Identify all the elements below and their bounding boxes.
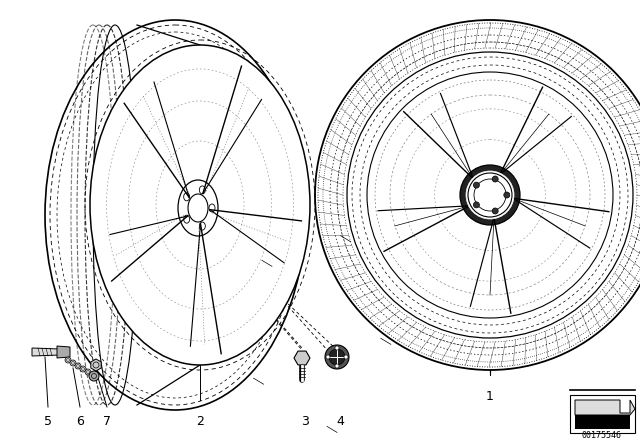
Text: 4: 4 bbox=[336, 415, 344, 428]
Circle shape bbox=[325, 345, 349, 369]
Circle shape bbox=[474, 182, 479, 188]
Text: 5: 5 bbox=[44, 415, 52, 428]
Circle shape bbox=[504, 192, 510, 198]
Circle shape bbox=[70, 360, 76, 366]
Polygon shape bbox=[57, 346, 70, 358]
Circle shape bbox=[65, 357, 71, 363]
Text: 3: 3 bbox=[301, 415, 309, 428]
Polygon shape bbox=[575, 400, 635, 415]
Circle shape bbox=[492, 176, 498, 182]
Circle shape bbox=[75, 363, 81, 369]
Ellipse shape bbox=[90, 45, 310, 365]
Text: 00175546: 00175546 bbox=[582, 431, 622, 440]
Text: 6: 6 bbox=[76, 415, 84, 428]
Text: 2: 2 bbox=[196, 415, 204, 428]
Text: 7: 7 bbox=[103, 415, 111, 428]
Bar bbox=[575, 415, 630, 429]
Circle shape bbox=[85, 369, 91, 375]
Bar bbox=[570, 395, 635, 433]
Circle shape bbox=[326, 355, 330, 359]
Circle shape bbox=[329, 349, 345, 365]
Circle shape bbox=[335, 346, 339, 350]
Text: 1: 1 bbox=[486, 390, 494, 403]
Circle shape bbox=[335, 364, 339, 368]
Polygon shape bbox=[294, 351, 310, 365]
Polygon shape bbox=[32, 348, 60, 356]
Circle shape bbox=[492, 208, 498, 214]
Circle shape bbox=[466, 171, 514, 219]
Circle shape bbox=[80, 366, 86, 372]
Circle shape bbox=[344, 355, 348, 359]
Circle shape bbox=[89, 371, 99, 381]
Polygon shape bbox=[91, 359, 101, 371]
Circle shape bbox=[460, 165, 520, 225]
Circle shape bbox=[474, 202, 479, 208]
